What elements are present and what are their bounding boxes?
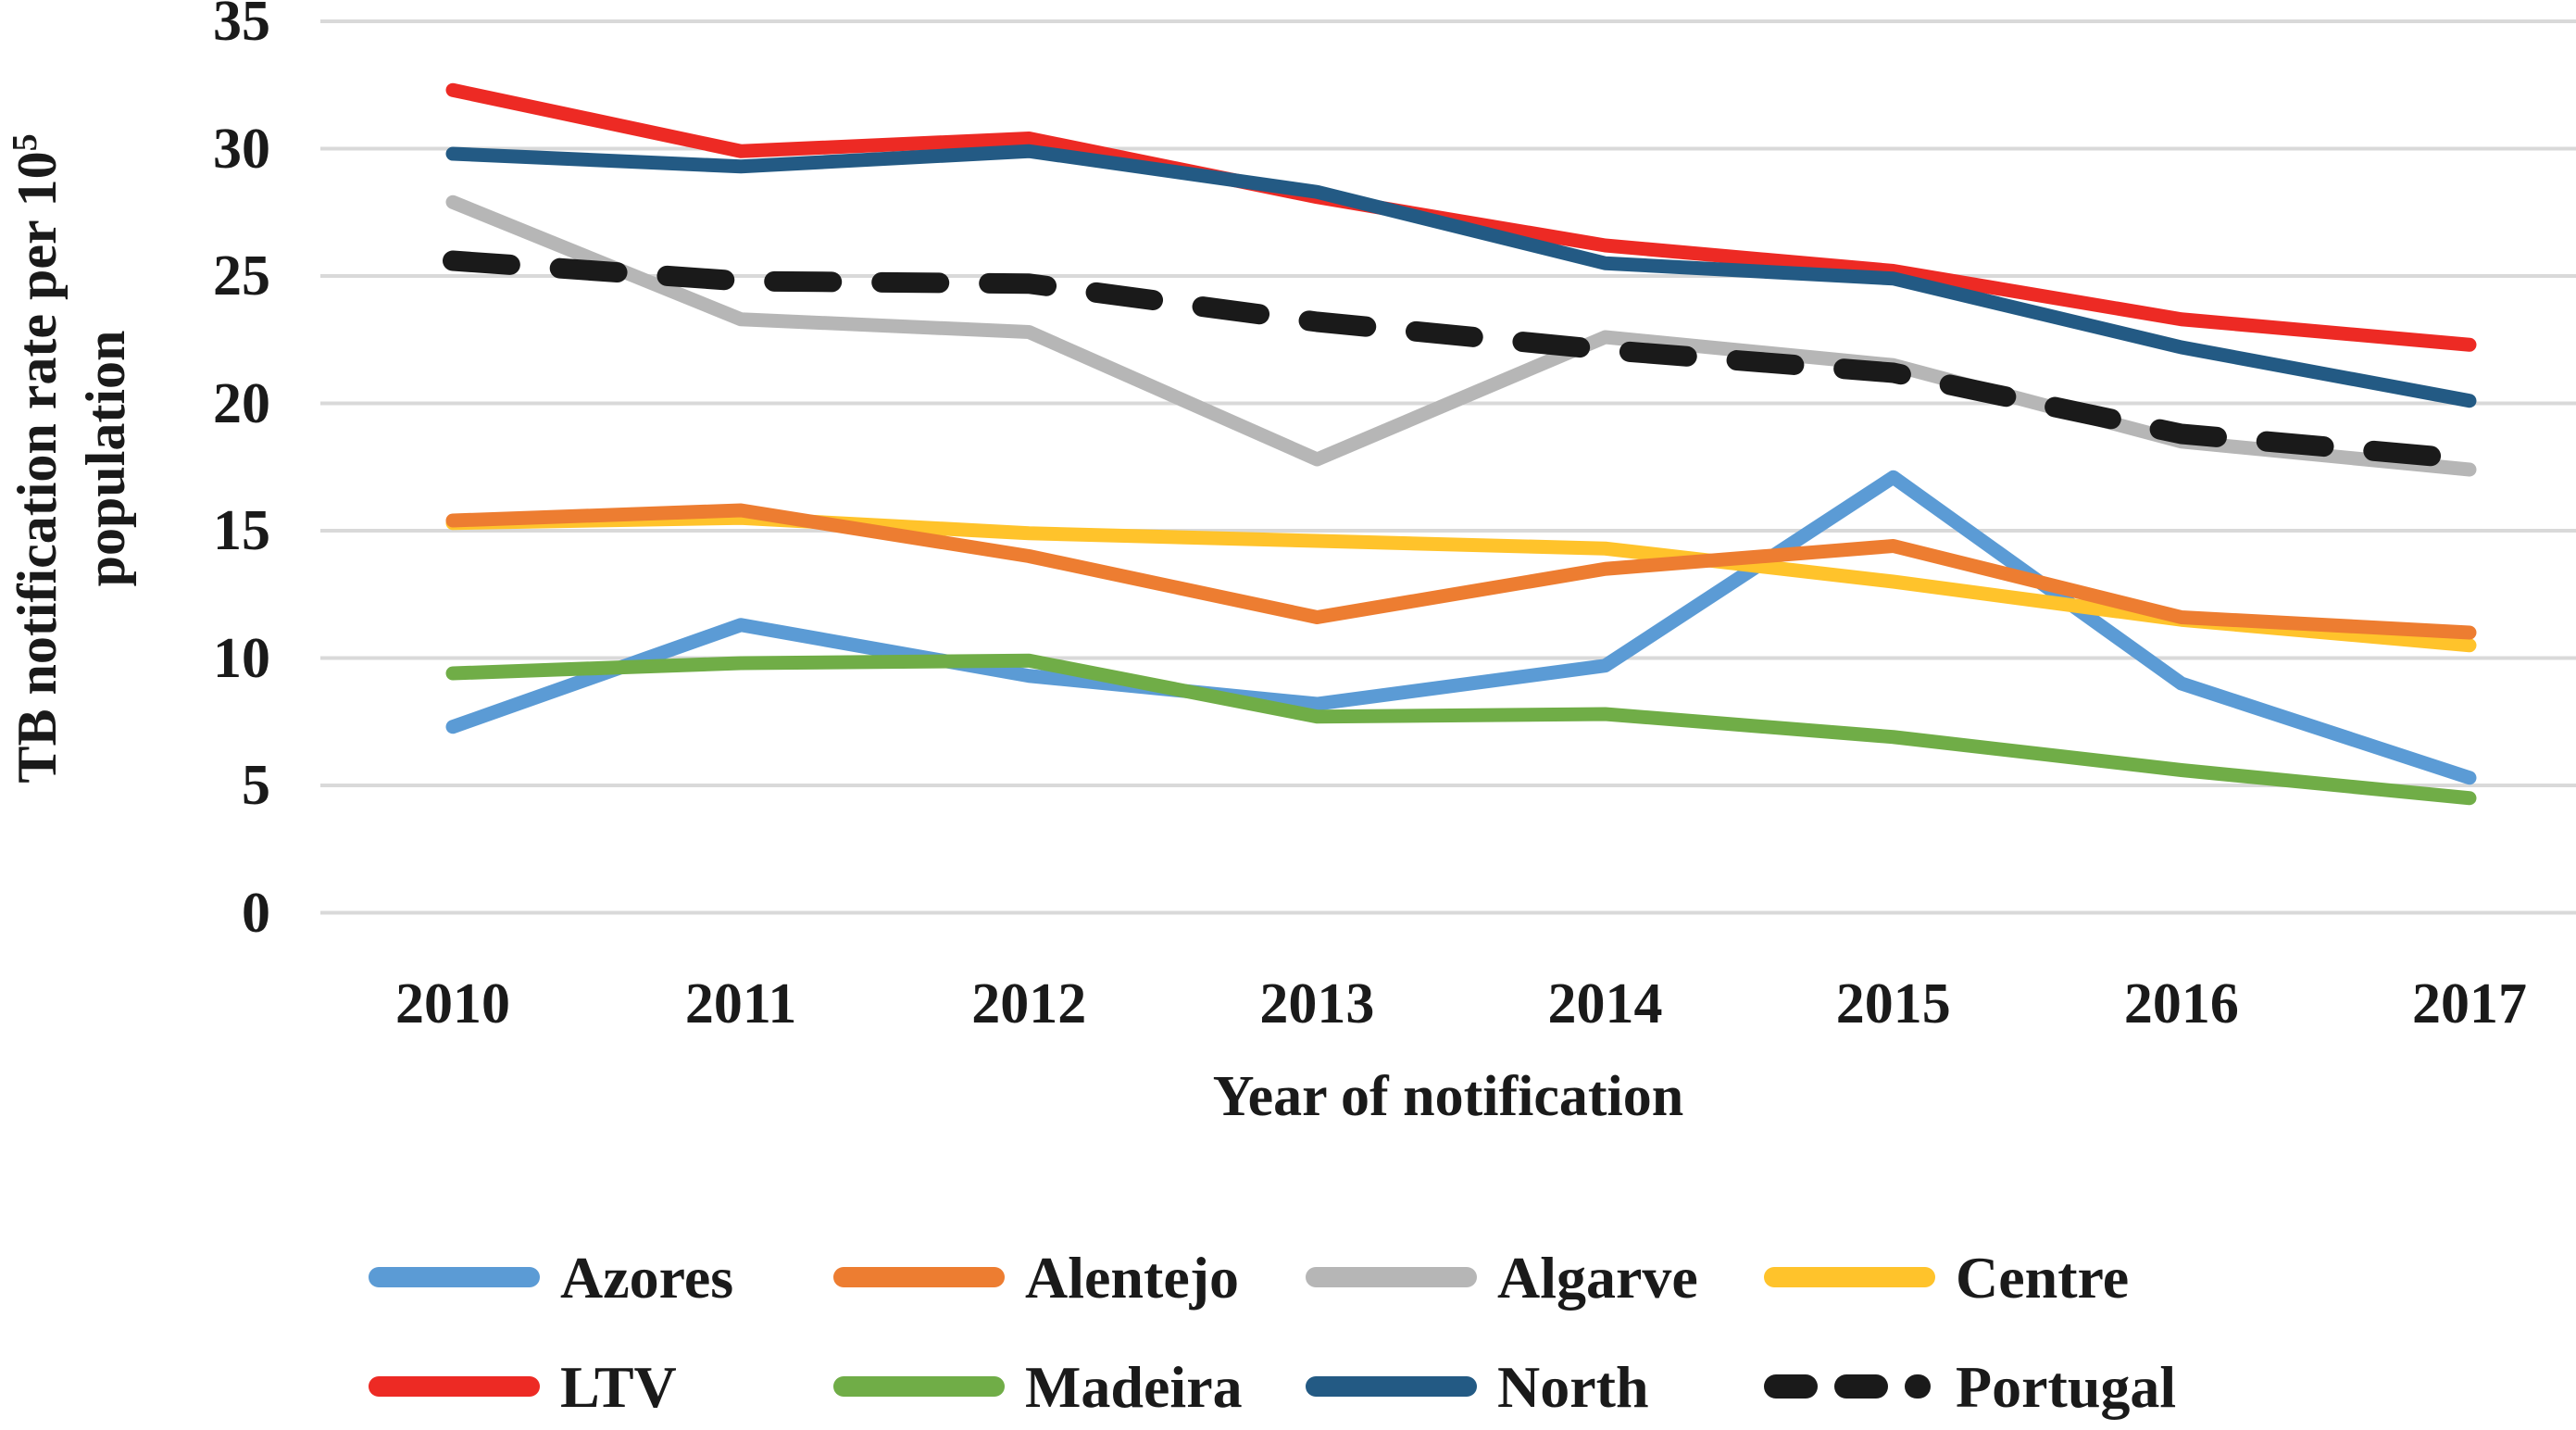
legend-label-alentejo: Alentejo [1025,1245,1240,1311]
x-tick-label-2016: 2016 [2123,972,2239,1035]
y-tick-label-15: 15 [213,499,270,562]
series-line-north [445,144,2477,408]
x-tick-label-2015: 2015 [1835,972,1951,1035]
legend-label-algarve: Algarve [1497,1245,1698,1311]
legend-swatch-north [1306,1376,1477,1397]
series-line-ltv [445,82,2477,352]
y-axis-title-line2: population [75,330,136,587]
y-tick-label-0: 0 [242,881,270,945]
legend-swatch-madeira [833,1376,1005,1397]
series-line-algarve [445,194,2477,477]
series-line-madeira [445,653,2477,806]
legend-swatch-portugal-seg1 [1834,1374,1888,1399]
series-line-portugal [443,250,2480,470]
x-tick-label-2017: 2017 [2411,972,2527,1035]
x-tick-label-2010: 2010 [395,972,510,1035]
x-tick-label-2011: 2011 [684,972,797,1035]
x-tick-label-2012: 2012 [971,972,1087,1035]
y-tick-label-20: 20 [213,371,270,435]
y-tick-label-35: 35 [213,0,270,53]
legend-label-ltv: LTV [560,1354,677,1420]
legend-swatch-portugal-seg0 [1764,1374,1818,1399]
y-axis-title-line1: TB notification rate per 105 [6,133,68,784]
series-line-azores [445,470,2477,785]
legend-label-azores: Azores [560,1245,734,1311]
legend-swatch-ltv [369,1376,540,1397]
legend-swatch-algarve [1306,1267,1477,1287]
series-line-alentejo [445,503,2477,640]
legend-label-centre: Centre [1956,1245,2130,1311]
legend-swatch-centre [1764,1267,1935,1287]
y-axis-title: TB notification rate per 105 population [3,5,142,912]
legend-swatch-alentejo [833,1267,1005,1287]
y-tick-label-10: 10 [213,626,270,690]
x-tick-label-2013: 2013 [1259,972,1375,1035]
y-tick-label-25: 25 [213,245,270,307]
y-axis-title-superscript: 5 [6,133,44,152]
legend-label-north: North [1497,1354,1649,1420]
x-tick-label-2014: 2014 [1547,972,1663,1035]
x-axis-title: Year of notification [1212,1065,1684,1128]
y-tick-label-5: 5 [242,754,270,817]
y-tick-label-30: 30 [213,117,270,181]
legend-swatch-portugal-seg2 [1905,1374,1931,1399]
legend-label-portugal: Portugal [1956,1354,2177,1420]
legend-label-madeira: Madeira [1025,1354,1243,1420]
legend-swatch-azores [369,1267,540,1287]
